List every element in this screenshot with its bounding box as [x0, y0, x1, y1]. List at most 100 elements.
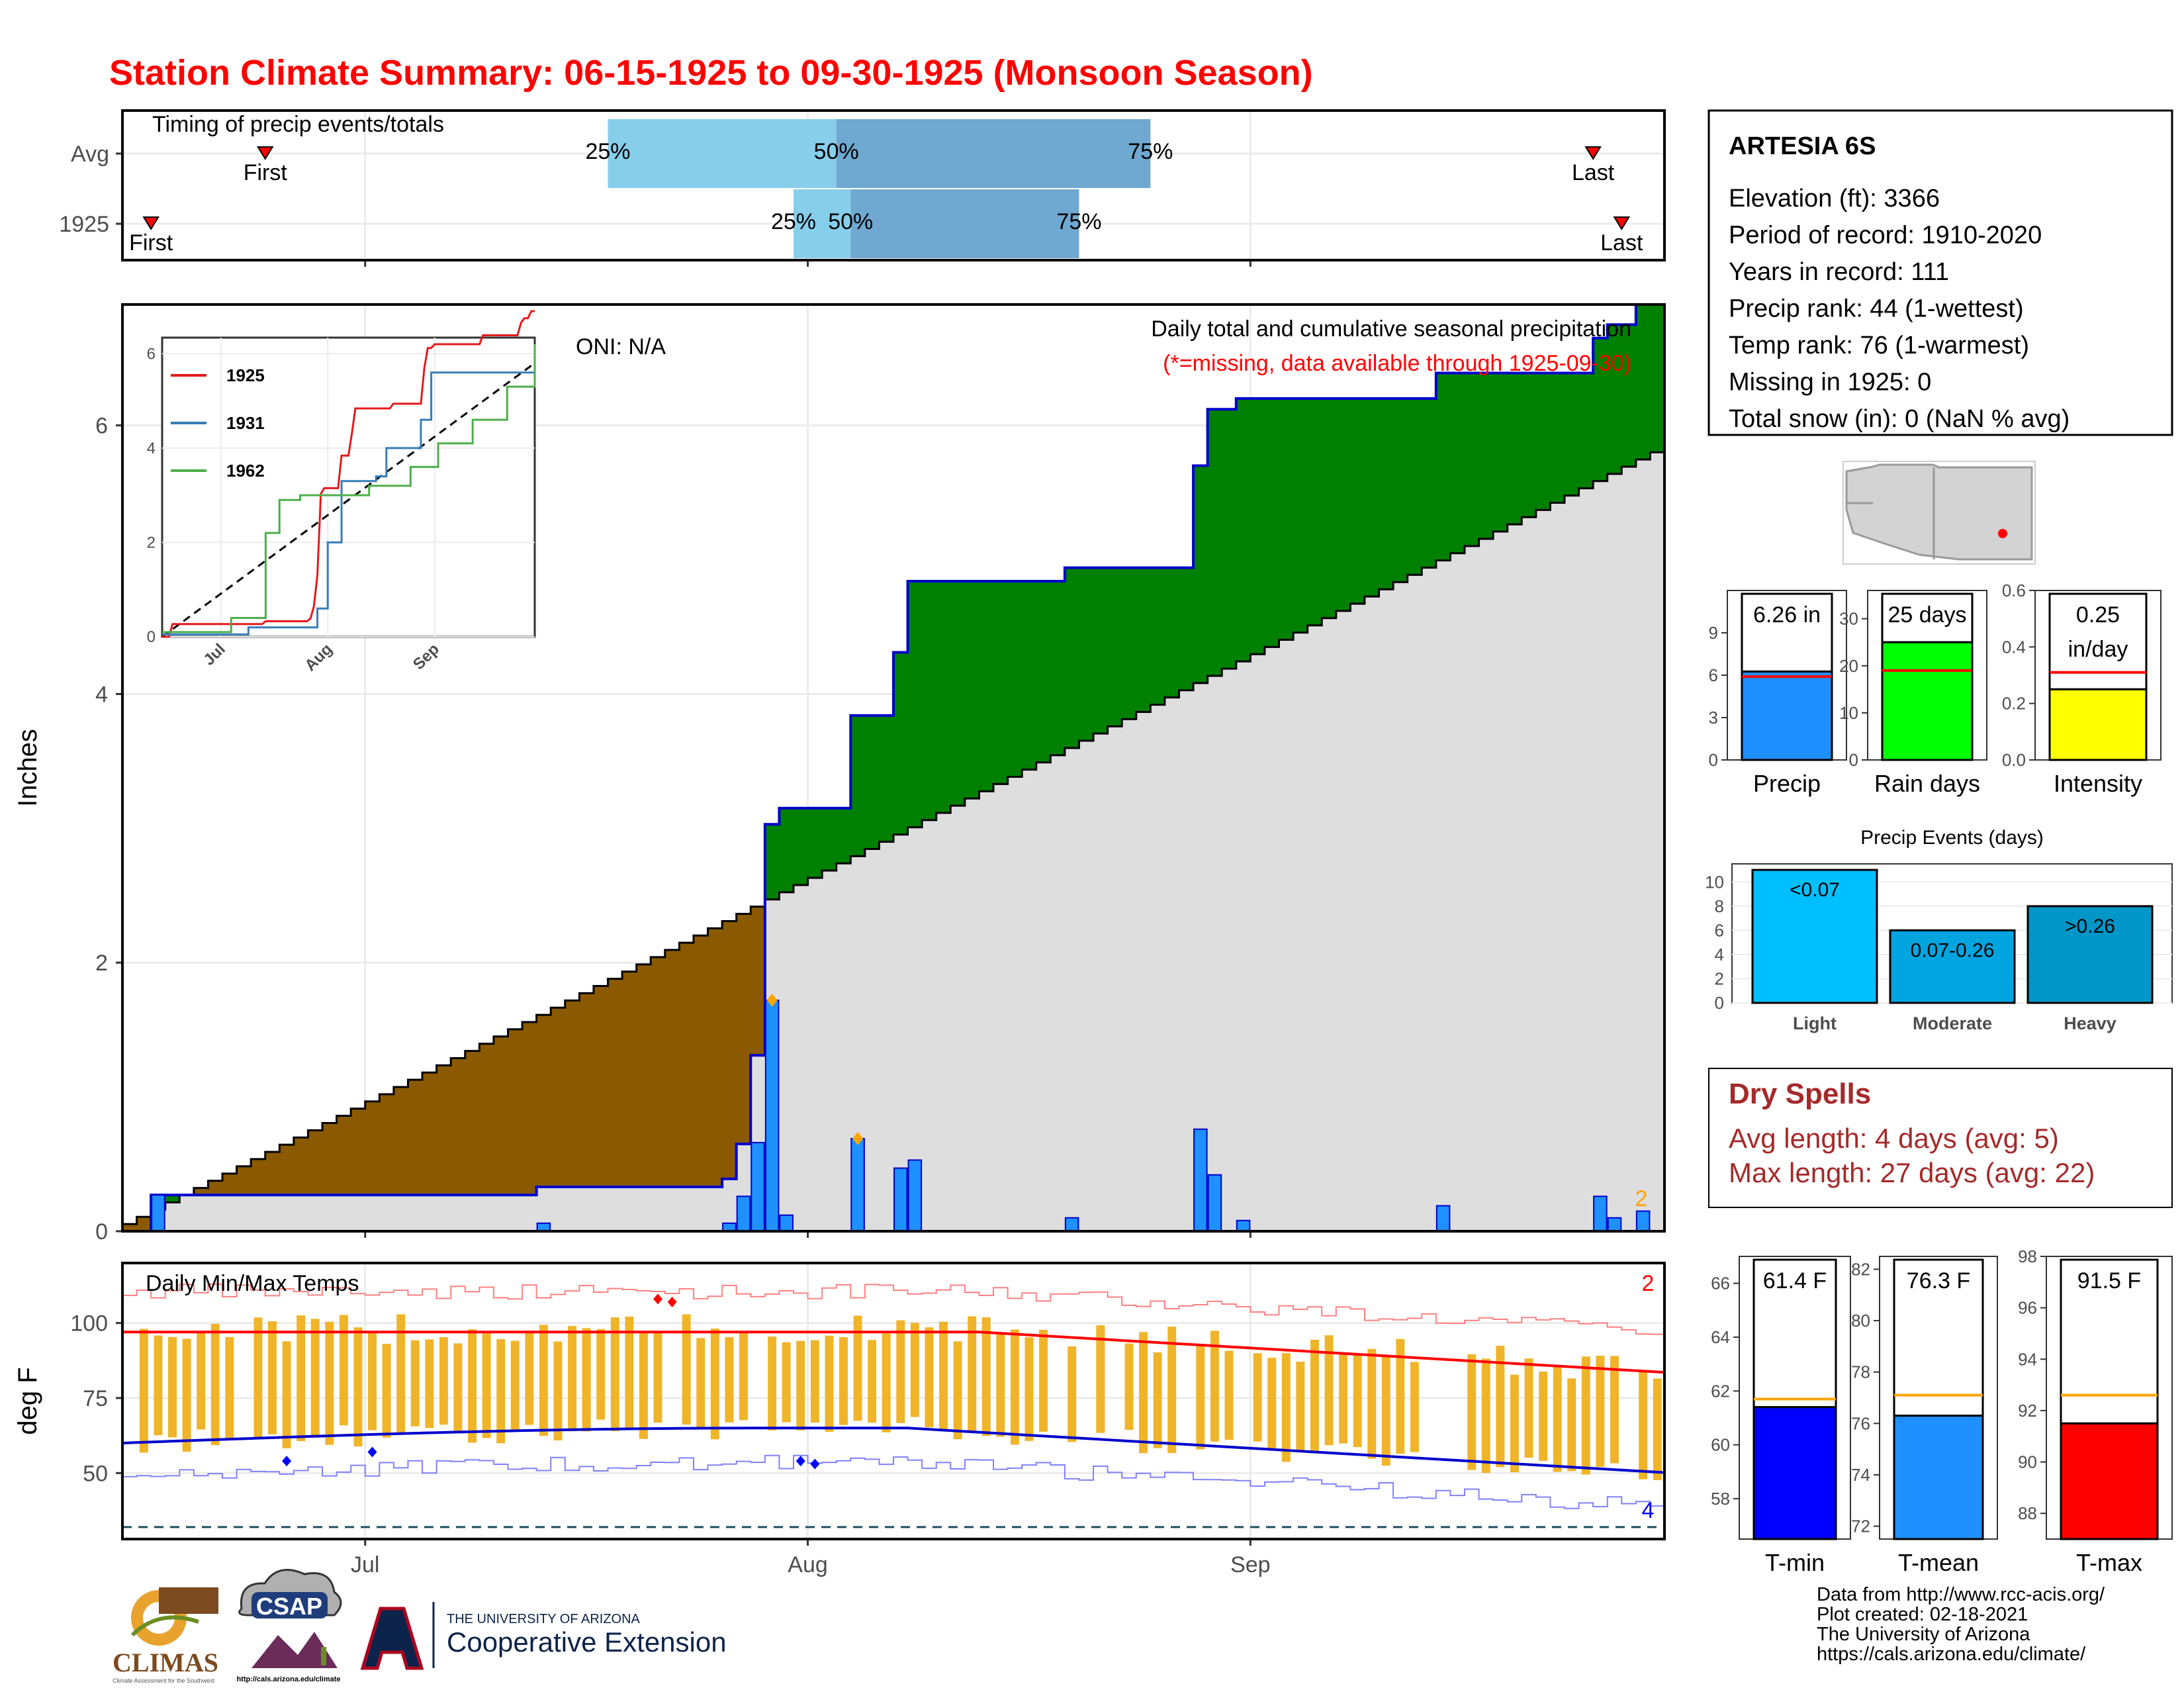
above-normal-fill — [1550, 373, 1565, 503]
below-normal-fill — [393, 1087, 408, 1196]
above-normal-fill — [1150, 567, 1165, 705]
summary-tick-label: 78 — [1851, 1362, 1870, 1382]
summary-tick-label: 88 — [2018, 1503, 2037, 1523]
event-category-label: Light — [1793, 1013, 1837, 1033]
daily-temp-range-bar — [1253, 1353, 1262, 1442]
daily-temp-range-bar — [568, 1326, 577, 1432]
above-normal-fill — [1222, 409, 1237, 669]
below-normal-fill — [365, 1101, 380, 1196]
record-high-line — [122, 1284, 1664, 1335]
daily-temp-range-bar — [782, 1342, 791, 1423]
below-normal-fill — [565, 1000, 580, 1188]
station-info-line: Period of record: 1910-2020 — [1729, 222, 2042, 250]
temps-frame — [121, 1262, 1666, 1540]
daily-temp-range-bar — [981, 1317, 991, 1436]
temps-x-tick-label: Jul — [351, 1552, 379, 1577]
above-normal-fill — [1264, 399, 1279, 647]
daily-temp-range-bar — [139, 1329, 148, 1453]
daily-temp-range-bar — [1339, 1353, 1348, 1444]
daily-temp-range-bar — [810, 1340, 819, 1423]
above-normal-fill — [807, 808, 823, 878]
below-normal-fill — [265, 1152, 280, 1196]
daily-temp-range-bar — [539, 1325, 548, 1436]
summary-tick-label: 94 — [2018, 1349, 2037, 1369]
location-map — [1843, 461, 2036, 565]
daily-precip-bar — [779, 1214, 794, 1233]
above-normal-fill — [822, 808, 837, 871]
above-normal-fill — [764, 824, 780, 900]
inset-y-tick-label: 0 — [147, 628, 156, 646]
summary-tick-label: 6 — [1709, 665, 1718, 685]
daily-temp-range-bar — [154, 1335, 163, 1436]
daily-temp-range-bar — [182, 1338, 191, 1452]
daily-temp-range-bar — [210, 1323, 220, 1446]
daily-temp-range-bar — [1310, 1339, 1319, 1454]
summary-value-bar — [2060, 1422, 2159, 1540]
below-normal-fill — [322, 1123, 338, 1196]
timing-label-25: 25% — [585, 139, 630, 164]
above-normal-fill — [1093, 567, 1109, 734]
timing-row-label: 1925 — [59, 212, 109, 237]
below-normal-fill — [551, 1008, 566, 1188]
precip-y-tick-label: 6 — [95, 414, 108, 439]
summary-panel-label: T-mean — [1898, 1549, 1979, 1576]
dry-spells-box: Dry Spells Avg length: 4 days (avg: 5) M… — [1708, 1068, 2173, 1208]
inset-legend-label: 1931 — [226, 413, 265, 433]
precip-y-tick-label: 0 — [95, 1219, 108, 1244]
summary-tick-label: 60 — [1711, 1435, 1730, 1455]
below-normal-fill — [279, 1145, 295, 1196]
above-normal-fill — [1250, 399, 1265, 655]
event-category-label: Heavy — [2064, 1013, 2116, 1033]
daily-temp-range-bar — [410, 1340, 420, 1427]
event-bar-label: >0.26 — [2065, 915, 2115, 937]
svg-text:CLIMAS: CLIMAS — [113, 1648, 218, 1677]
above-normal-fill — [165, 1195, 180, 1203]
max-precip-marker — [852, 1132, 864, 1145]
daily-temp-range-bar — [168, 1336, 177, 1438]
daily-temp-range-bar — [1581, 1356, 1590, 1475]
summary-tick-label: 30 — [1839, 609, 1858, 629]
above-normal-fill — [793, 808, 809, 885]
record-high-count: 2 — [1642, 1271, 1655, 1296]
daily-temp-range-bar — [1467, 1354, 1477, 1470]
daily-temp-range-bar — [1496, 1346, 1505, 1468]
daily-temp-range-bar — [796, 1340, 805, 1430]
daily-precip-bar — [1435, 1205, 1451, 1232]
daily-temp-range-bar — [1324, 1335, 1334, 1446]
above-normal-fill — [779, 808, 794, 892]
daily-temp-range-bar — [268, 1321, 277, 1434]
timing-bar-50-75 — [850, 189, 1079, 258]
timing-row-label: Avg — [71, 142, 109, 167]
summary-value-bar — [1752, 1406, 1837, 1540]
daily-temp-range-bar — [710, 1329, 719, 1440]
below-normal-fill — [508, 1029, 523, 1196]
above-normal-fill — [1493, 373, 1508, 532]
summary-tick-label: 62 — [1711, 1381, 1730, 1401]
above-normal-fill — [1322, 399, 1337, 618]
precip-y-tick-label: 4 — [95, 682, 108, 707]
climas-logo: CLIMAS Climate Assessment for the Southw… — [113, 1587, 218, 1684]
station-location-dot — [1998, 529, 2007, 538]
above-normal-fill — [1036, 581, 1051, 763]
below-normal-fill — [751, 906, 766, 1056]
above-normal-fill — [950, 581, 966, 806]
above-normal-fill — [1164, 567, 1179, 698]
summary-tick-label: 92 — [2018, 1401, 2037, 1421]
daily-temp-range-bar — [739, 1332, 748, 1421]
summary-value-label: 0.25 — [2076, 602, 2120, 628]
daily-temp-range-bar — [1639, 1371, 1648, 1479]
precip-y-axis-label: Inches — [13, 729, 42, 807]
daily-temp-range-bar — [610, 1317, 619, 1432]
first-event-marker — [256, 146, 274, 160]
below-normal-fill — [193, 1188, 208, 1196]
temps-y-axis-label: deg F — [13, 1367, 42, 1434]
daily-precip-bar — [1635, 1210, 1651, 1232]
above-normal-fill — [879, 715, 894, 842]
event-bar — [1889, 929, 2016, 1004]
below-normal-fill — [293, 1137, 308, 1196]
daily-precip-bar — [1193, 1128, 1208, 1233]
daily-temp-range-bar — [1024, 1337, 1034, 1441]
summary-tick-label: 0.4 — [2002, 637, 2026, 657]
inset-y-tick-label: 2 — [147, 534, 156, 551]
